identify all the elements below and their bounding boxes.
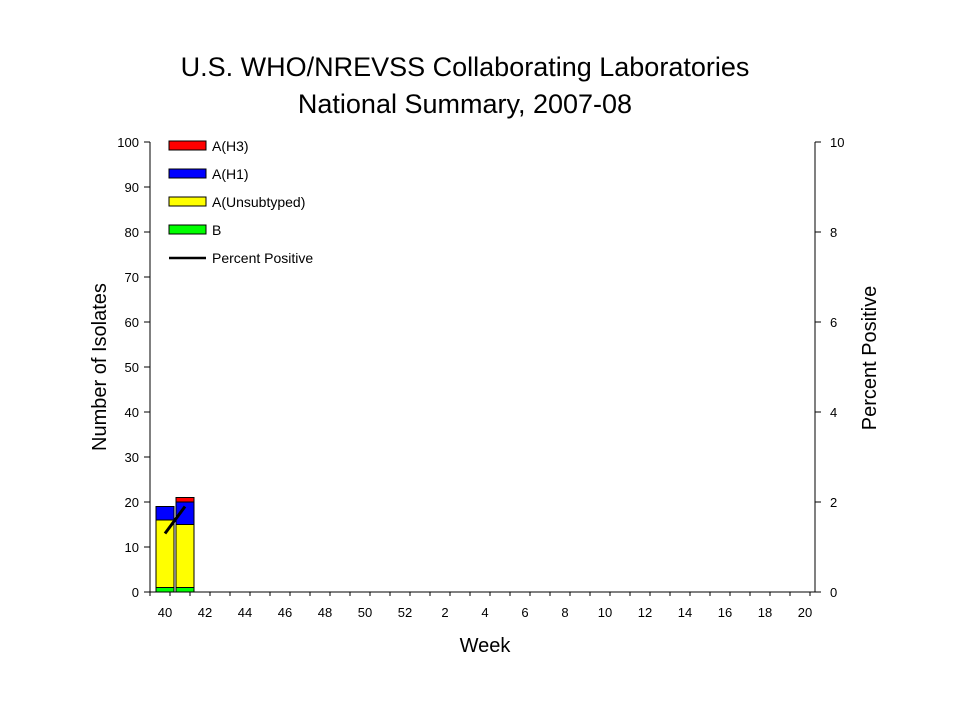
- bar-a-unsubtyped: [175, 524, 195, 588]
- percent-positive-line-layer: [163, 505, 187, 535]
- bar-a-h1: [155, 506, 175, 521]
- x-axis-ticks: 40 42 44 46 48 50 52 2 4 6 8 10 12 14 16 18 20: [149, 592, 812, 620]
- y2-tick-label: 4: [830, 405, 837, 420]
- y-tick-label: 30: [125, 450, 139, 465]
- y-tick-label: 20: [125, 495, 139, 510]
- x-tick-label: 44: [238, 605, 252, 620]
- y-tick-label: 80: [125, 225, 139, 240]
- bar-a-unsubtyped: [155, 519, 175, 588]
- x-tick-label: 20: [798, 605, 812, 620]
- y-axis-title: Number of Isolates: [89, 283, 111, 451]
- legend-label-a-h1: A(H1): [212, 166, 249, 182]
- y-tick-label: 60: [125, 315, 139, 330]
- y-tick-label: 0: [132, 585, 139, 600]
- bar-a-h3: [175, 497, 195, 503]
- x-tick-label: 8: [561, 605, 568, 620]
- x-tick-label: 14: [678, 605, 692, 620]
- legend-label-b: B: [212, 222, 221, 238]
- y2-tick-label: 0: [830, 585, 837, 600]
- left-axis-ticks: 0 10 20 30 40 50 60 70 80 90 100: [117, 135, 150, 600]
- legend-label-percent-positive: Percent Positive: [212, 250, 313, 266]
- y2-tick-label: 2: [830, 495, 837, 510]
- bar-b: [175, 587, 195, 593]
- y2-axis-title: Percent Positive: [859, 286, 881, 431]
- x-tick-label: 52: [398, 605, 412, 620]
- x-tick-label: 6: [521, 605, 528, 620]
- x-tick-label: 42: [198, 605, 212, 620]
- legend-swatch-b: [168, 224, 207, 235]
- y2-tick-label: 8: [830, 225, 837, 240]
- legend-label-a-h3: A(H3): [212, 138, 249, 154]
- x-tick-label: 46: [278, 605, 292, 620]
- bars-layer: [155, 497, 195, 593]
- legend-swatch-a-h1: [168, 168, 207, 179]
- legend-label-a-unsubtyped: A(Unsubtyped): [212, 194, 305, 210]
- y-tick-label: 10: [125, 540, 139, 555]
- bar-b: [155, 587, 175, 593]
- percent-positive-line: [163, 505, 187, 535]
- x-tick-label: 2: [441, 605, 448, 620]
- x-tick-label: 48: [318, 605, 332, 620]
- legend-swatch-a-unsubtyped: [168, 196, 207, 207]
- x-tick-label: 18: [758, 605, 772, 620]
- chart-subtitle: National Summary, 2007-08: [298, 89, 632, 119]
- right-axis-ticks: 0 2 4 6 8 10: [815, 135, 844, 600]
- x-tick-label: 16: [718, 605, 732, 620]
- legend: A(H3) A(H1) A(Unsubtyped) B Percent Posi…: [168, 138, 313, 266]
- x-tick-label: 12: [638, 605, 652, 620]
- y-tick-label: 70: [125, 270, 139, 285]
- y-tick-label: 40: [125, 405, 139, 420]
- y-tick-label: 50: [125, 360, 139, 375]
- y-tick-label: 90: [125, 180, 139, 195]
- x-tick-label: 50: [358, 605, 372, 620]
- x-tick-label: 40: [158, 605, 172, 620]
- chart-title: U.S. WHO/NREVSS Collaborating Laboratori…: [181, 52, 750, 82]
- x-axis-title: Week: [460, 635, 512, 657]
- y-tick-label: 100: [117, 135, 139, 150]
- x-tick-label: 4: [481, 605, 488, 620]
- y2-tick-label: 6: [830, 315, 837, 330]
- x-tick-label: 10: [598, 605, 612, 620]
- legend-swatch-a-h3: [168, 140, 207, 151]
- y2-tick-label: 10: [830, 135, 844, 150]
